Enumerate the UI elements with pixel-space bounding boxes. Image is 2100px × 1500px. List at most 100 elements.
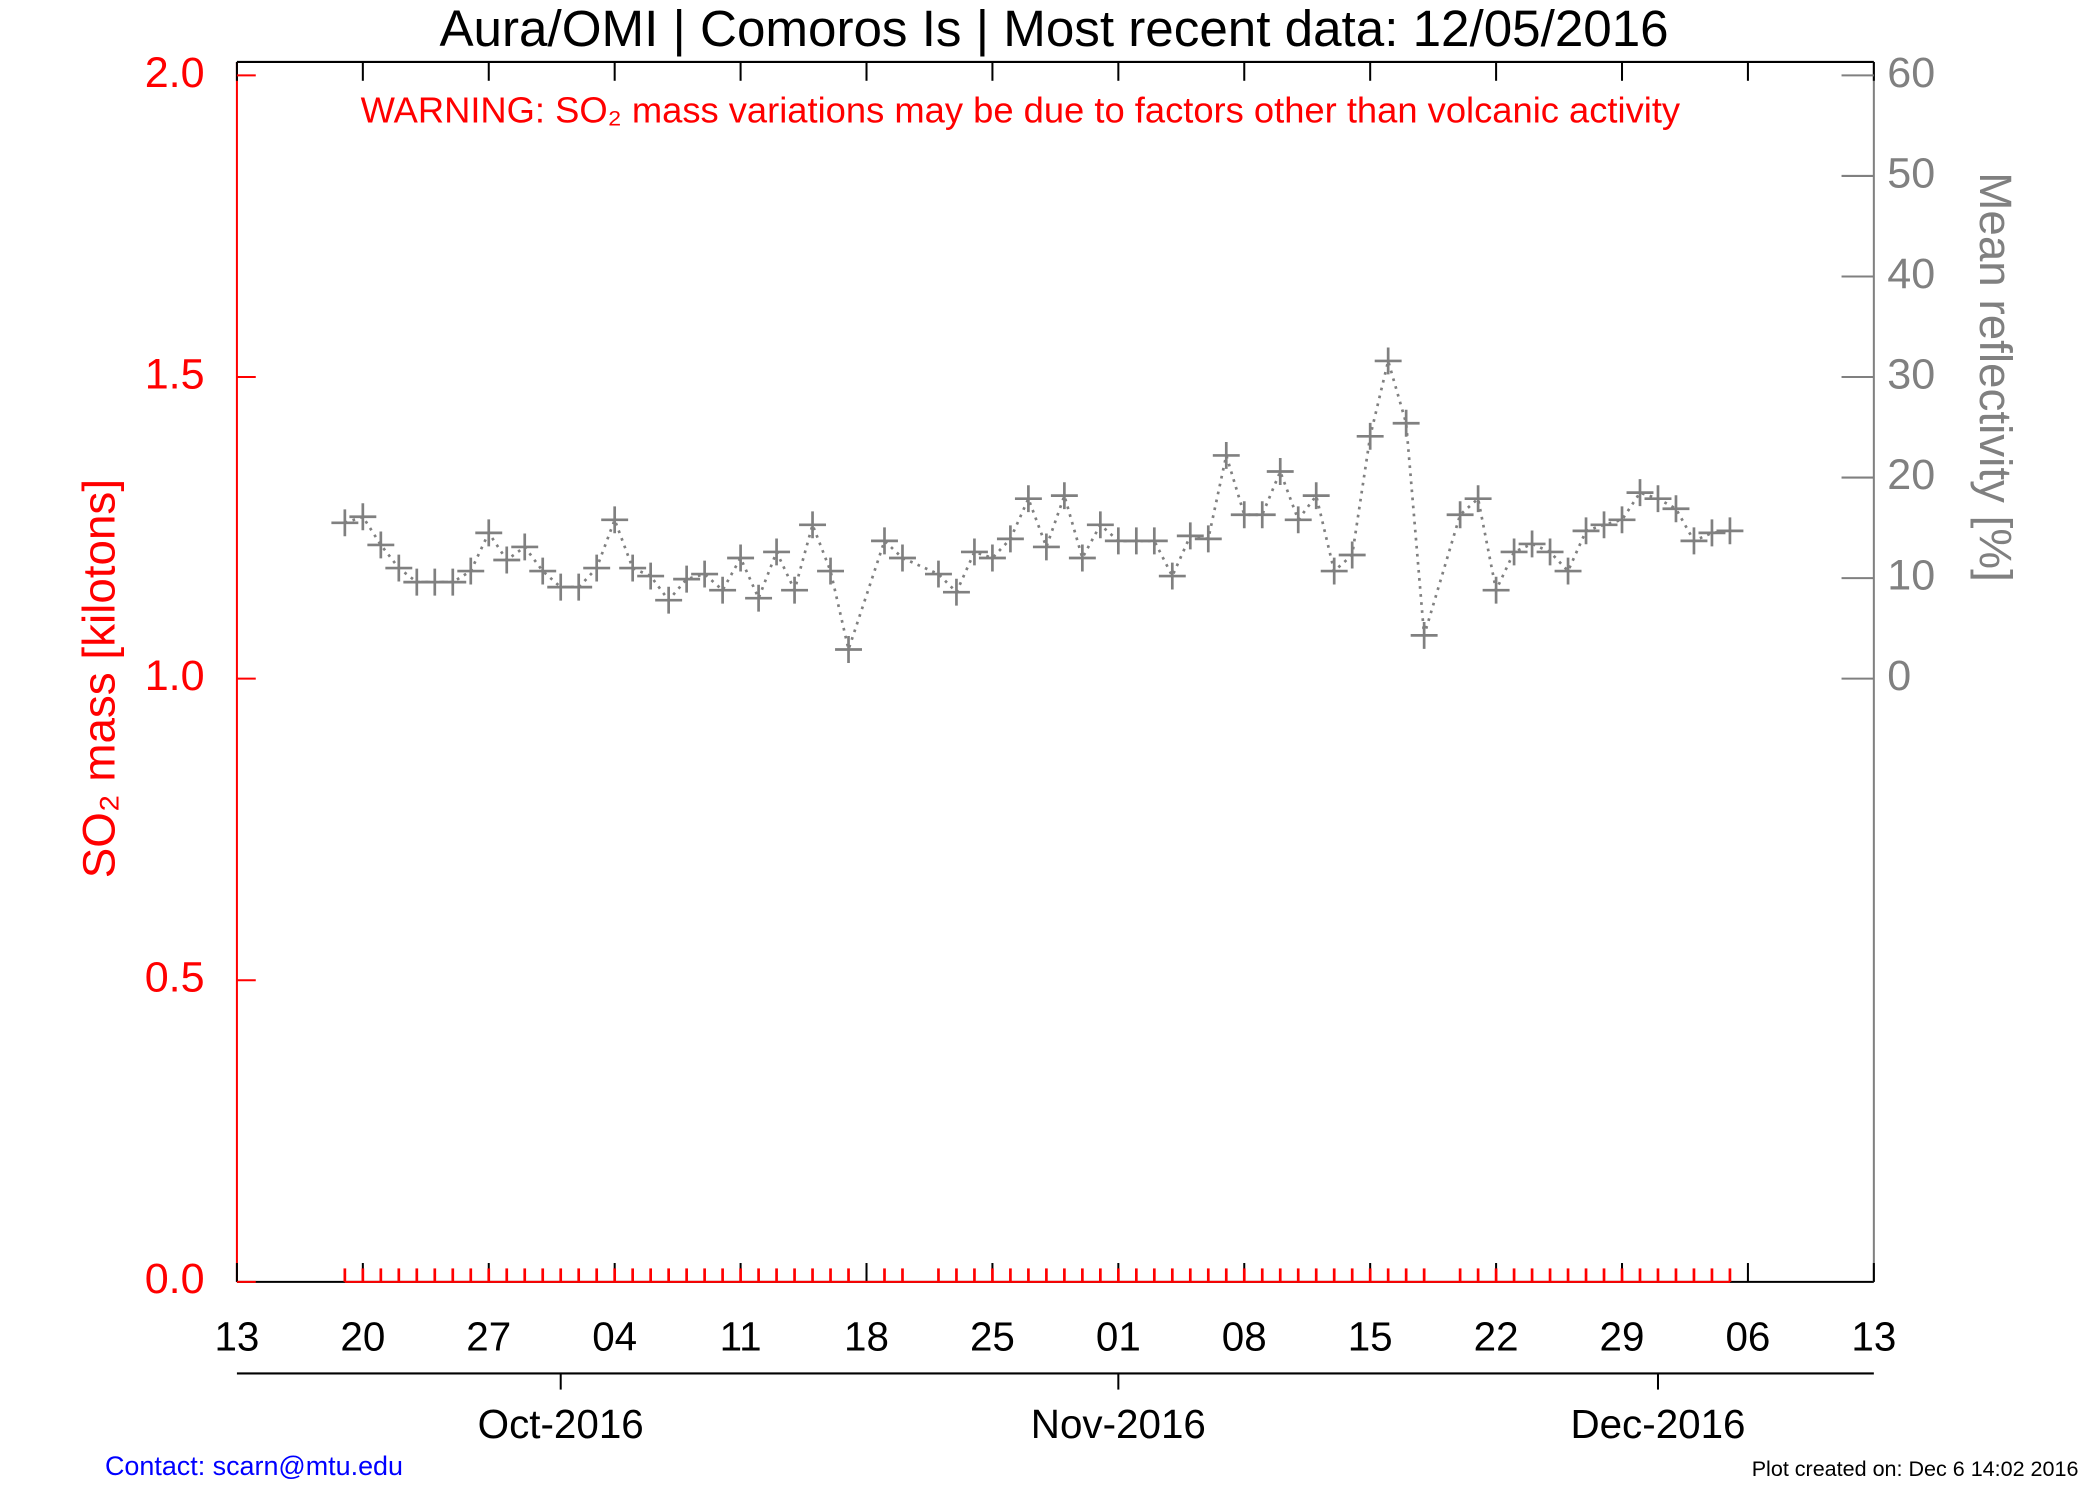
marker xyxy=(385,554,413,582)
x-tick-label: 18 xyxy=(844,1313,889,1359)
marker xyxy=(1248,501,1276,529)
marker xyxy=(709,576,737,604)
x-tick-label: 13 xyxy=(214,1313,259,1359)
x-tick-label: 08 xyxy=(1222,1313,1267,1359)
x-tick-label: 27 xyxy=(466,1313,511,1359)
x-tick-label: 13 xyxy=(1851,1313,1896,1359)
marker xyxy=(781,576,809,604)
footnote: Plot created on: Dec 6 14:02 2016 xyxy=(1752,1457,2079,1481)
marker xyxy=(1086,511,1114,539)
y2-tick-label: 60 xyxy=(1887,49,1935,97)
marker xyxy=(1356,422,1384,450)
marker xyxy=(960,538,988,566)
marker xyxy=(1194,525,1222,553)
marker xyxy=(1284,506,1312,534)
marker xyxy=(1212,441,1240,469)
marker xyxy=(1572,517,1600,545)
marker xyxy=(1626,479,1654,507)
marker xyxy=(457,557,485,585)
warning: WARNING: SO₂ mass variations may be due … xyxy=(361,90,1681,131)
month-label: Nov-2016 xyxy=(1031,1401,1206,1447)
y-tick-label: 1.5 xyxy=(145,350,205,398)
y2-tick-label: 20 xyxy=(1887,451,1935,499)
marker xyxy=(1716,517,1744,545)
contact: Contact: scarn@mtu.edu xyxy=(105,1451,403,1481)
x-tick-label: 29 xyxy=(1600,1313,1645,1359)
series-line xyxy=(344,355,1731,655)
marker xyxy=(1014,485,1042,513)
marker xyxy=(835,636,862,663)
marker xyxy=(655,586,683,614)
marker xyxy=(691,560,719,588)
y2-tick-label: 50 xyxy=(1887,149,1935,197)
marker xyxy=(493,546,521,574)
marker xyxy=(1644,485,1672,513)
x-tick-label: 11 xyxy=(720,1313,762,1359)
marker xyxy=(996,525,1024,553)
marker xyxy=(367,531,395,559)
marker xyxy=(1590,511,1618,539)
marker xyxy=(1536,538,1564,566)
marker xyxy=(1482,576,1510,604)
marker xyxy=(1176,522,1204,550)
month-label: Dec-2016 xyxy=(1570,1401,1745,1447)
marker xyxy=(1338,541,1366,569)
y2-axis-label: Mean reflectivity [%] xyxy=(1970,172,2021,582)
marker xyxy=(529,557,557,585)
x-tick-label: 04 xyxy=(592,1313,637,1359)
marker xyxy=(925,560,952,588)
marker xyxy=(349,503,377,531)
marker xyxy=(1302,482,1330,510)
x-tick-label: 06 xyxy=(1725,1313,1770,1359)
y2-tick-label: 40 xyxy=(1887,250,1935,298)
marker xyxy=(439,568,467,596)
marker xyxy=(475,519,503,547)
marker xyxy=(1032,533,1060,561)
marker xyxy=(583,554,611,582)
marker xyxy=(1518,530,1546,558)
marker xyxy=(889,544,916,572)
marker xyxy=(1680,527,1708,555)
marker xyxy=(1698,519,1726,547)
marker xyxy=(1446,501,1474,529)
marker xyxy=(763,538,791,566)
y2-tick-label: 0 xyxy=(1887,652,1911,700)
marker xyxy=(1608,506,1636,534)
month-label: Oct-2016 xyxy=(478,1401,644,1447)
x-tick-label: 15 xyxy=(1348,1313,1393,1359)
marker xyxy=(1392,409,1420,437)
marker xyxy=(1266,458,1294,485)
marker xyxy=(619,554,647,582)
y-tick-label: 2.0 xyxy=(145,49,205,97)
marker xyxy=(1464,485,1492,513)
marker xyxy=(601,506,629,534)
x-tick-label: 22 xyxy=(1474,1313,1519,1359)
marker xyxy=(1158,562,1186,590)
marker xyxy=(1554,557,1582,585)
marker xyxy=(727,544,755,572)
marker xyxy=(942,578,970,606)
marker xyxy=(1374,347,1402,375)
marker xyxy=(637,562,665,590)
y2-tick-label: 30 xyxy=(1887,350,1935,398)
marker xyxy=(1140,527,1168,555)
marker xyxy=(331,509,359,537)
y2-tick-label: 10 xyxy=(1887,551,1935,599)
x-tick-label: 25 xyxy=(970,1313,1015,1359)
marker xyxy=(565,573,593,601)
marker xyxy=(1320,557,1348,585)
x-tick-label: 01 xyxy=(1096,1313,1141,1359)
marker xyxy=(1068,544,1096,572)
marker xyxy=(511,533,539,561)
marker xyxy=(817,557,844,585)
marker xyxy=(745,584,773,612)
marker xyxy=(1410,621,1438,649)
marker xyxy=(673,565,701,593)
marker xyxy=(1050,482,1078,510)
marker xyxy=(1662,495,1690,523)
marker xyxy=(978,544,1006,572)
marker xyxy=(871,527,898,555)
marker xyxy=(1500,538,1528,566)
x-tick-label: 20 xyxy=(340,1313,385,1359)
y-axis-label: SO₂ mass [kilotons] xyxy=(73,479,124,878)
